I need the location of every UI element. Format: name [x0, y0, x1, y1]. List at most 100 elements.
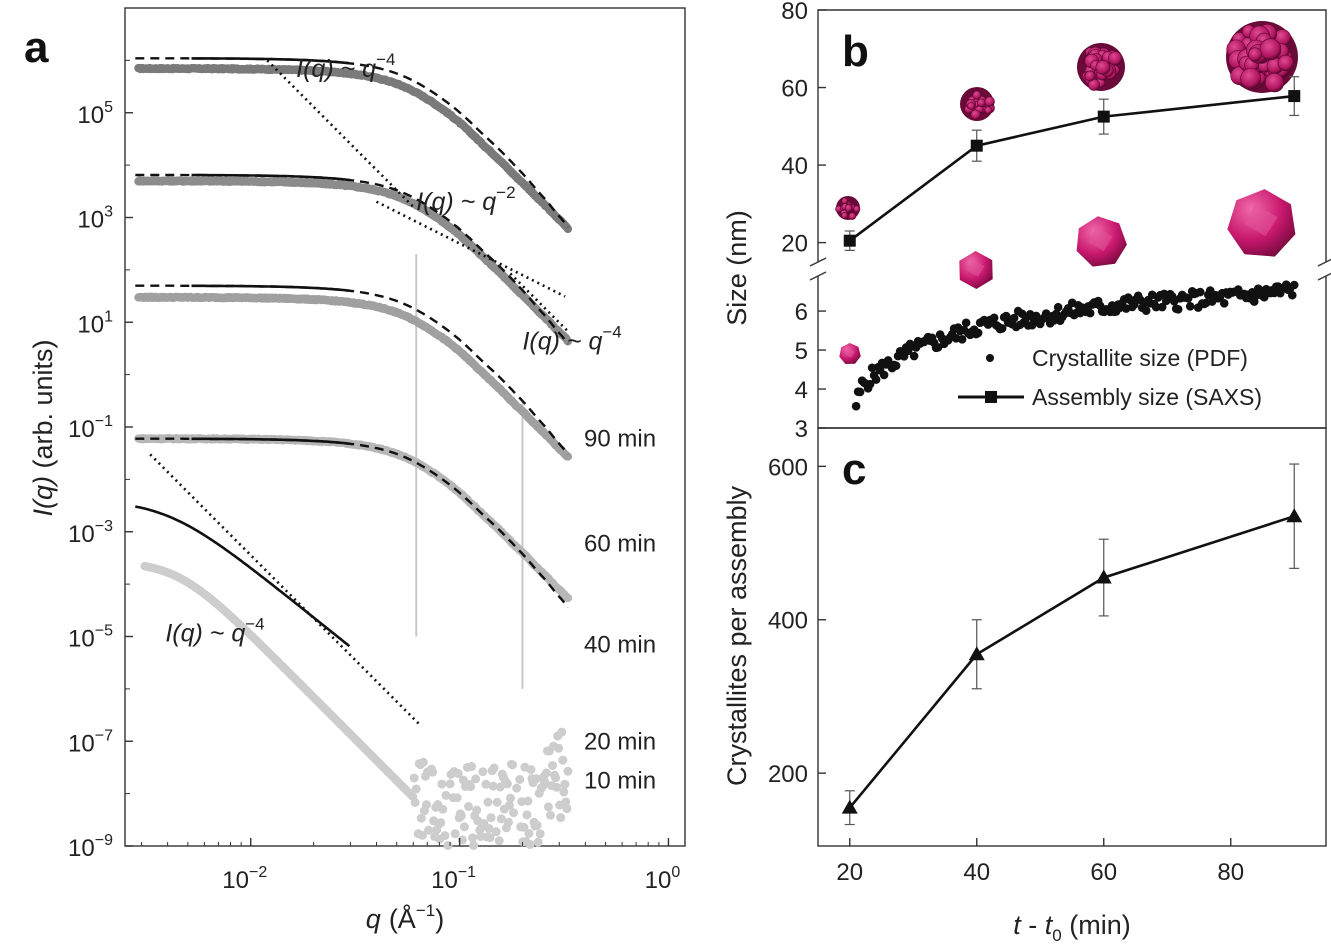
series-20-min [134, 433, 573, 609]
b-lower-tick-label: 6 [795, 299, 808, 326]
data-point [563, 766, 573, 776]
x-tick-base: 10 [431, 867, 458, 894]
data-point [410, 797, 420, 807]
data-point [563, 593, 573, 603]
data-point [492, 797, 502, 807]
data-point [456, 811, 466, 821]
panel-a-x-var: q [366, 904, 381, 934]
crystallite-blob [841, 197, 848, 205]
crystallite-point [1289, 280, 1299, 290]
panel-c-x-mid: - [1021, 910, 1045, 940]
y-tick-base: 10 [68, 626, 95, 653]
crystallite-blob [1259, 38, 1282, 61]
crystallite-point [909, 351, 919, 361]
data-point [440, 831, 450, 841]
rough-assembly-icon [960, 87, 995, 121]
data-point [453, 769, 463, 779]
data-point [541, 768, 551, 778]
data-point [504, 800, 514, 810]
slope-line [266, 59, 415, 208]
crystallite-blob [853, 205, 861, 213]
data-point [543, 802, 553, 812]
y-tick-exp: −1 [95, 413, 113, 430]
y-tick-label: 10−1 [68, 413, 113, 443]
panel-b-y-axis-title: Size (nm) [722, 210, 752, 326]
annotation-text: I(q) ~ q [165, 620, 245, 648]
data-point [466, 782, 476, 792]
data-point [532, 820, 542, 830]
data-point [472, 805, 482, 815]
annotation-exp: −4 [245, 615, 264, 634]
panel-a-x-unit-exp: −1 [416, 901, 435, 920]
crystallite-point [855, 387, 865, 397]
data-point [418, 757, 428, 767]
crystallite-point [989, 313, 999, 323]
data-point [436, 818, 446, 828]
panel-c-x-var2: t [1045, 910, 1054, 940]
c-x-tick-label: 80 [1217, 859, 1244, 886]
annotation-text: I(q) ~ q [296, 55, 376, 83]
crystallite-point [865, 379, 875, 389]
data-point [486, 813, 496, 823]
x-tick-base: 10 [645, 867, 672, 894]
data-point [563, 337, 573, 346]
panel-c-ticks: 200 400 600 20 40 60 80 [768, 454, 1244, 886]
y-tick-label: 10−3 [68, 518, 113, 548]
crystallite-point [1085, 308, 1095, 318]
crystallite-blob [1084, 70, 1096, 82]
y-tick-exp: 1 [104, 308, 113, 325]
data-point [556, 813, 566, 823]
crystallite-point [891, 361, 901, 371]
legend-assembly-label: Assembly size (SAXS) [1032, 384, 1262, 410]
y-tick-label: 10−9 [68, 832, 113, 862]
slope-line [509, 272, 569, 333]
x-tick-exp: −2 [249, 864, 267, 881]
panel-a-y-rest: (arb. units) [28, 339, 58, 476]
legend-crystallite-marker [986, 354, 994, 362]
panel-b-crystallite-series [851, 280, 1299, 411]
b-lower-tick-label: 3 [795, 416, 808, 443]
panel-b-upper-frame [817, 9, 1327, 262]
data-point [469, 840, 479, 850]
panel-c: 200 400 600 20 40 60 80 c Crystallites per ass… [722, 427, 1327, 945]
series-40-min [134, 284, 573, 461]
crystallite-point [1009, 313, 1019, 323]
data-point [471, 774, 481, 784]
data-point [561, 797, 571, 807]
fit-solid-line [191, 437, 350, 445]
fit-solid-line [191, 57, 350, 65]
crystallite-point [1157, 302, 1167, 312]
crystallite-point [997, 324, 1007, 333]
b-upper-tick-label: 40 [781, 153, 808, 180]
crystallite-blob [1095, 60, 1111, 75]
crystallite-icon [1227, 189, 1296, 257]
panel-letter-b: b [842, 27, 869, 76]
data-point [524, 828, 534, 838]
panel-c-x-var: t [1013, 910, 1022, 940]
y-tick-label: 105 [77, 99, 113, 129]
slope-line [375, 200, 566, 298]
crystallite-point [1183, 294, 1193, 303]
crystallite-point [961, 318, 971, 328]
crystallite-blob [970, 109, 981, 120]
x-tick-label: 100 [645, 864, 681, 894]
data-point [519, 822, 529, 832]
data-point [506, 793, 516, 803]
c-y-tick-label: 600 [768, 454, 808, 481]
crystallite-facet [844, 347, 855, 358]
y-tick-exp: −9 [95, 832, 113, 849]
panel-c-x-sub: 0 [1052, 926, 1061, 945]
crystallite-icon [1076, 216, 1127, 267]
data-point [535, 829, 545, 839]
y-tick-label: 101 [77, 308, 113, 338]
panel-b-ticks: 20 40 60 80 3 4 5 6 [781, 0, 826, 443]
panel-a-y-axis-title: I(q) (arb. units) [28, 339, 58, 516]
data-point [437, 779, 447, 789]
assembly-point [970, 139, 983, 152]
c-y-tick-label: 200 [768, 761, 808, 788]
panel-a-series-labels: 90 min 60 min 40 min 20 min 10 min [584, 426, 656, 795]
crystallite-blob [984, 106, 993, 115]
power-law-annotation: I(q) ~ q−4 [165, 615, 264, 648]
y-tick-exp: −7 [95, 727, 113, 744]
fit-dashed-line [135, 437, 569, 609]
